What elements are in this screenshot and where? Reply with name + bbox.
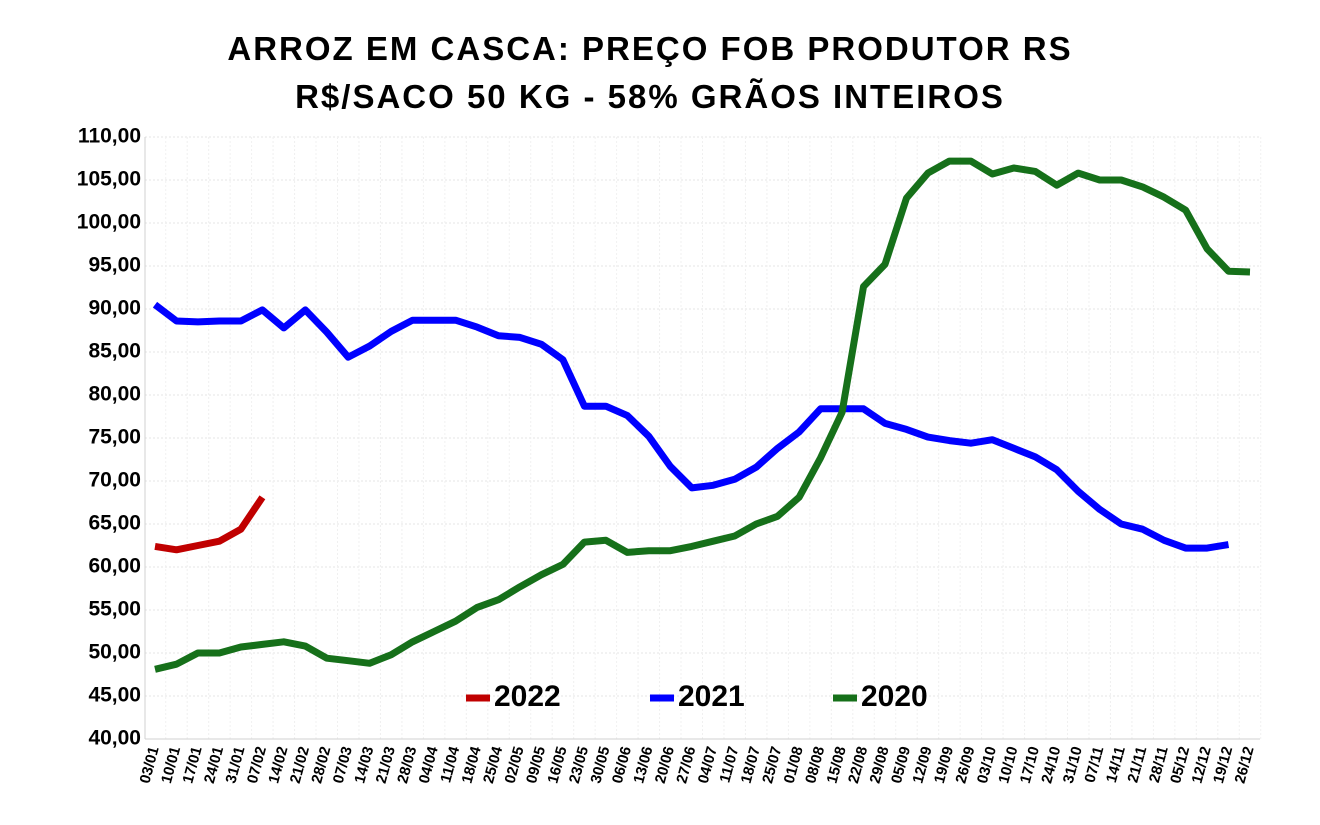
- y-tick-label: 70,00: [88, 469, 141, 492]
- legend-label: 2022: [494, 680, 561, 713]
- y-tick-label: 105,00: [77, 168, 141, 191]
- series-line: [154, 157, 1251, 673]
- y-tick-label: 110,00: [78, 125, 141, 148]
- series-line: [154, 495, 266, 554]
- y-tick-label: 75,00: [88, 426, 141, 449]
- chart-subtitle: R$/SACO 50 KG - 58% GRÃOS INTEIROS: [295, 78, 1005, 115]
- y-tick-label: 80,00: [88, 383, 141, 406]
- y-tick-label: 85,00: [88, 340, 141, 363]
- y-tick-label: 45,00: [88, 684, 141, 707]
- y-tick-label: 60,00: [88, 555, 141, 578]
- y-tick-label: 90,00: [88, 297, 141, 320]
- y-tick-label: 95,00: [88, 254, 141, 277]
- y-tick-label: 55,00: [88, 598, 141, 621]
- legend-label: 2021: [678, 680, 745, 713]
- y-tick-label: 40,00: [88, 727, 141, 750]
- legend-label: 2020: [861, 680, 928, 713]
- series-line: [152, 301, 1230, 552]
- chart-title: ARROZ EM CASCA: PREÇO FOB PRODUTOR RS: [227, 30, 1072, 67]
- y-tick-label: 65,00: [88, 512, 141, 535]
- y-tick-label: 100,00: [77, 211, 141, 234]
- y-tick-label: 50,00: [88, 641, 141, 664]
